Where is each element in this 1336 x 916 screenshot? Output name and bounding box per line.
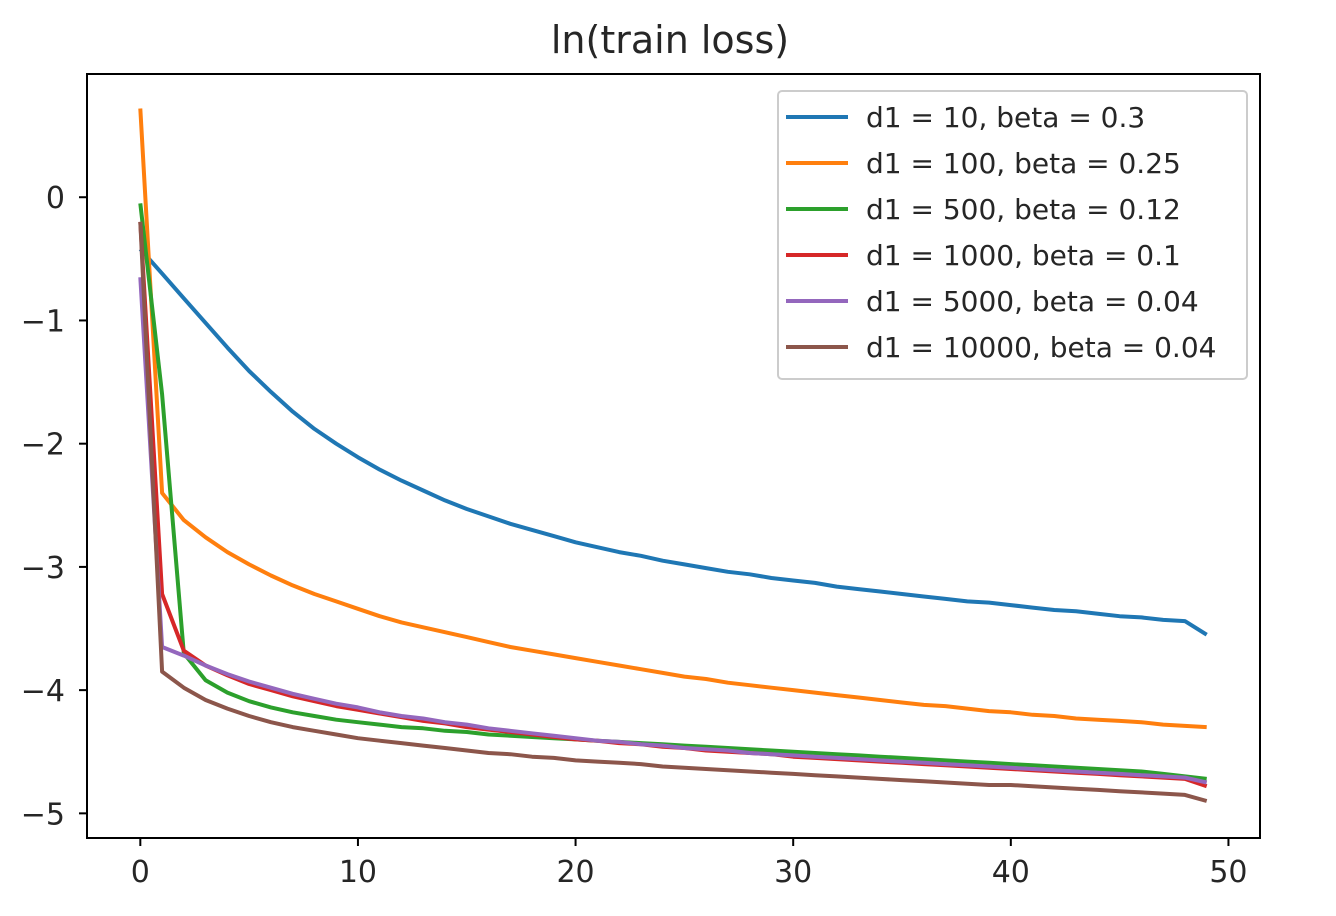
series-layer <box>138 108 1208 803</box>
y-tick-label: −3 <box>21 551 65 586</box>
x-tick-label: 30 <box>774 855 812 890</box>
y-tick-label: −4 <box>21 674 65 709</box>
legend-label: d1 = 100, beta = 0.25 <box>866 147 1181 180</box>
x-tick-label: 20 <box>556 855 594 890</box>
x-tick-label: 50 <box>1209 855 1247 890</box>
chart-title: ln(train loss) <box>551 18 789 62</box>
x-tick-label: 0 <box>131 855 150 890</box>
legend-label: d1 = 5000, beta = 0.04 <box>866 285 1199 318</box>
y-tick-label: −5 <box>21 797 65 832</box>
y-tick-label: 0 <box>46 181 65 216</box>
legend-label: d1 = 1000, beta = 0.1 <box>866 239 1181 272</box>
x-axis: 0 10 20 30 40 50 <box>131 838 1248 890</box>
series-line-6 <box>138 221 1208 803</box>
x-tick-label: 40 <box>992 855 1030 890</box>
series-line-1 <box>138 247 1208 637</box>
y-tick-label: −2 <box>21 428 65 463</box>
legend-label: d1 = 500, beta = 0.12 <box>866 193 1181 226</box>
axes-frame <box>86 73 1261 839</box>
legend-label: d1 = 10, beta = 0.3 <box>866 101 1145 134</box>
legend-box <box>777 90 1248 380</box>
series-line-5 <box>138 277 1208 785</box>
x-tick-label: 10 <box>339 855 377 890</box>
series-line-2 <box>138 108 1207 730</box>
y-axis: 0 −1 −2 −3 −4 −5 <box>21 181 87 832</box>
y-tick-label: −1 <box>21 304 65 339</box>
legend-label: d1 = 10000, beta = 0.04 <box>866 331 1216 364</box>
legend: d1 = 10, beta = 0.3 d1 = 100, beta = 0.25… <box>777 90 1248 380</box>
